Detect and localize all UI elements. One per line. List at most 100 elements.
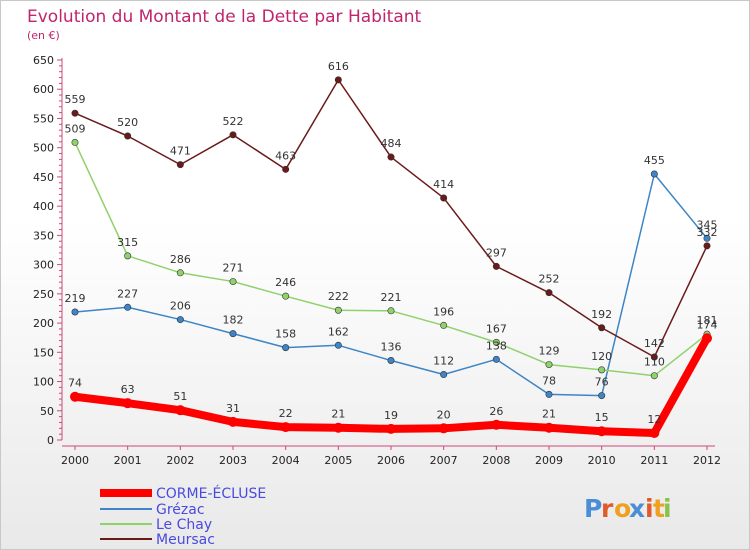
series-le chay bbox=[71, 138, 711, 380]
y-tick-label: 600 bbox=[33, 83, 54, 96]
data-labels: 74 63 51 31 22 21 19 20 26 21 15 12 174 219 227 206 182 1… bbox=[65, 60, 718, 426]
series-grézac bbox=[71, 170, 711, 400]
data-point bbox=[176, 269, 184, 277]
data-point bbox=[492, 338, 500, 346]
data-label: 522 bbox=[223, 115, 244, 128]
data-point bbox=[70, 391, 80, 402]
data-point bbox=[387, 356, 395, 364]
data-label: 206 bbox=[170, 300, 191, 313]
x-tick-label: 2011 bbox=[640, 454, 668, 467]
x-tick-label: 2010 bbox=[588, 454, 616, 467]
data-label: 227 bbox=[117, 287, 138, 300]
data-point bbox=[334, 341, 342, 349]
data-label: 142 bbox=[644, 337, 665, 350]
data-point bbox=[386, 423, 396, 434]
logo-letter: o bbox=[614, 494, 631, 523]
data-point bbox=[282, 344, 290, 352]
data-label: 120 bbox=[591, 350, 612, 363]
data-label: 63 bbox=[121, 383, 135, 396]
data-label: 21 bbox=[542, 408, 556, 421]
data-label: 12 bbox=[647, 413, 661, 426]
y-tick-label: 100 bbox=[33, 376, 54, 389]
x-tick-label: 2004 bbox=[272, 454, 300, 467]
data-label: 192 bbox=[591, 308, 612, 321]
data-label: 471 bbox=[170, 145, 191, 158]
data-point bbox=[282, 165, 290, 173]
data-point bbox=[492, 262, 500, 270]
y-tick-label: 150 bbox=[33, 346, 54, 359]
data-label: 76 bbox=[595, 376, 609, 389]
data-label: 455 bbox=[644, 154, 665, 167]
data-point bbox=[387, 153, 395, 161]
data-label: 51 bbox=[173, 390, 187, 403]
data-label: 20 bbox=[437, 408, 451, 421]
series-corme-écluse bbox=[70, 333, 712, 438]
data-point bbox=[649, 427, 660, 438]
data-point bbox=[596, 426, 607, 437]
data-point bbox=[544, 422, 554, 433]
data-label: 520 bbox=[117, 116, 138, 129]
data-point bbox=[492, 355, 500, 363]
data-label: 181 bbox=[697, 314, 718, 327]
x-tick-label: 2000 bbox=[61, 454, 89, 467]
data-point bbox=[228, 416, 238, 427]
data-point bbox=[545, 390, 553, 398]
chart-subtitle: (en €) bbox=[27, 29, 60, 42]
x-tick-label: 2012 bbox=[693, 454, 721, 467]
x-tick-label: 2008 bbox=[482, 454, 510, 467]
y-tick-label: 350 bbox=[33, 229, 54, 242]
data-point bbox=[598, 366, 606, 374]
x-tick-label: 2006 bbox=[377, 454, 405, 467]
data-point bbox=[122, 398, 133, 409]
data-point bbox=[598, 392, 606, 400]
y-tick-label: 50 bbox=[40, 405, 54, 418]
data-point bbox=[703, 242, 711, 250]
series-lines bbox=[70, 76, 712, 438]
data-label: 286 bbox=[170, 253, 191, 266]
data-label: 138 bbox=[486, 339, 507, 352]
y-tick-label: 650 bbox=[33, 54, 54, 67]
data-label: 315 bbox=[117, 236, 138, 249]
data-point bbox=[176, 161, 184, 169]
data-label: 110 bbox=[644, 356, 665, 369]
data-label: 297 bbox=[486, 246, 507, 259]
data-label: 182 bbox=[223, 314, 244, 327]
data-label: 463 bbox=[275, 149, 296, 162]
y-tick-label: 300 bbox=[33, 259, 54, 272]
data-point bbox=[650, 353, 658, 361]
data-label: 219 bbox=[65, 292, 86, 305]
x-tick-label: 2001 bbox=[114, 454, 142, 467]
data-label: 158 bbox=[275, 328, 296, 341]
data-point bbox=[229, 330, 237, 338]
data-point bbox=[491, 419, 502, 430]
data-label: 246 bbox=[275, 276, 296, 289]
data-label: 26 bbox=[489, 405, 503, 418]
data-point bbox=[333, 422, 344, 433]
logo-letter: P bbox=[584, 494, 602, 523]
data-label: 271 bbox=[223, 262, 244, 275]
legend-label: Grézac bbox=[156, 502, 205, 518]
logo-letter: r bbox=[601, 494, 614, 523]
data-point bbox=[280, 422, 291, 433]
x-tick-label: 2007 bbox=[430, 454, 458, 467]
data-point bbox=[71, 308, 79, 316]
data-point bbox=[71, 109, 79, 117]
y-tick-label: 400 bbox=[33, 200, 54, 213]
data-label: 196 bbox=[433, 305, 454, 318]
data-point bbox=[334, 76, 342, 84]
proxiti-logo: Pr ox i ti bbox=[584, 494, 672, 523]
data-point bbox=[545, 361, 553, 369]
data-label: 484 bbox=[381, 137, 402, 150]
data-label: 414 bbox=[433, 178, 454, 191]
series-meursac bbox=[71, 76, 711, 361]
data-label: 167 bbox=[486, 322, 507, 335]
x-tick-label: 2002 bbox=[166, 454, 194, 467]
data-label: 332 bbox=[697, 226, 718, 239]
series-line bbox=[74, 79, 708, 358]
data-label: 136 bbox=[381, 340, 402, 353]
data-label: 252 bbox=[539, 273, 560, 286]
data-label: 162 bbox=[328, 325, 349, 338]
data-point bbox=[545, 289, 553, 297]
